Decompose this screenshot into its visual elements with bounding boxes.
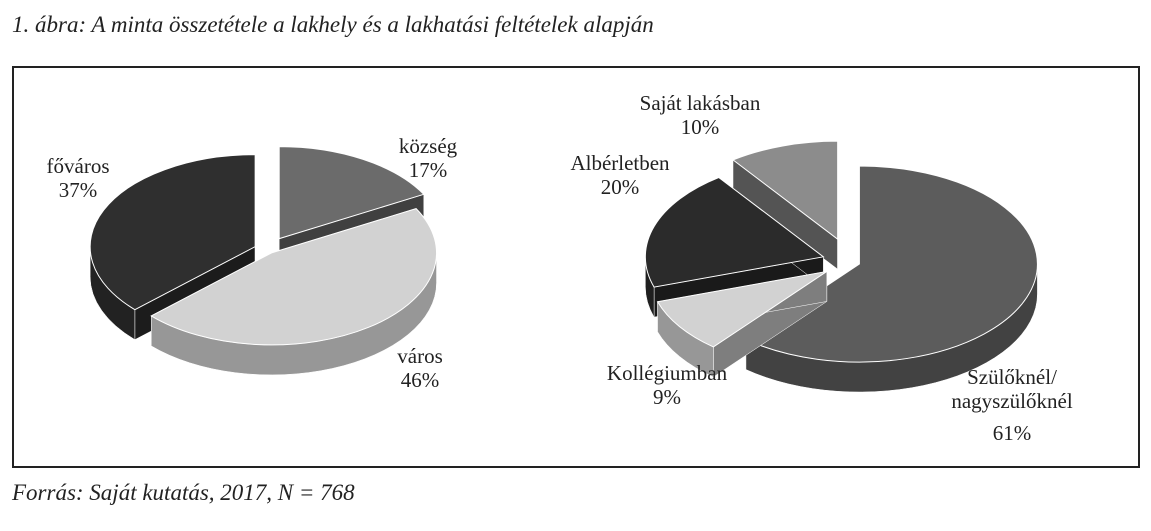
figure-title: 1. ábra: A minta összetétele a lakhely é… — [12, 12, 654, 37]
category-label: város — [397, 344, 443, 368]
value-label: 37% — [58, 178, 98, 202]
category-label: főváros — [46, 154, 110, 178]
category-label: Saját lakásban — [639, 91, 761, 115]
slice-top — [278, 146, 425, 240]
category-label: Albérletben — [570, 151, 670, 175]
pie-slice — [150, 208, 438, 376]
slice-top — [150, 208, 438, 346]
category-label: Szülőknél/ nagyszülőknél — [951, 365, 1073, 413]
category-label: Kollégiumban — [606, 361, 728, 385]
value-label: 17% — [408, 158, 448, 182]
value-label: 61% — [992, 421, 1032, 445]
slice-label: Albérletben 20% — [570, 151, 669, 199]
slice-top — [89, 154, 256, 311]
value-label: 46% — [400, 368, 440, 392]
value-label: 9% — [653, 385, 681, 409]
value-label: 20% — [600, 175, 640, 199]
slice-top — [656, 270, 828, 348]
slice-label: Saját lakásban 10% — [640, 91, 761, 139]
slice-top — [732, 140, 839, 241]
slice-label: Kollégiumban 9% — [607, 361, 727, 409]
slice-top — [644, 176, 825, 288]
slice-label: város 46% — [397, 344, 443, 392]
slice-label: Szülőknél/ nagyszülőknél 61% — [917, 365, 1107, 445]
slice-top — [744, 165, 1038, 363]
category-label: község — [398, 134, 458, 158]
slice-label: község 17% — [399, 134, 457, 182]
pie-slice — [656, 270, 828, 378]
figure-source: Forrás: Saját kutatás, 2017, N = 768 — [12, 480, 355, 505]
figure-frame — [12, 66, 1140, 468]
slice-label: főváros 37% — [47, 154, 110, 202]
value-label: 10% — [680, 115, 720, 139]
